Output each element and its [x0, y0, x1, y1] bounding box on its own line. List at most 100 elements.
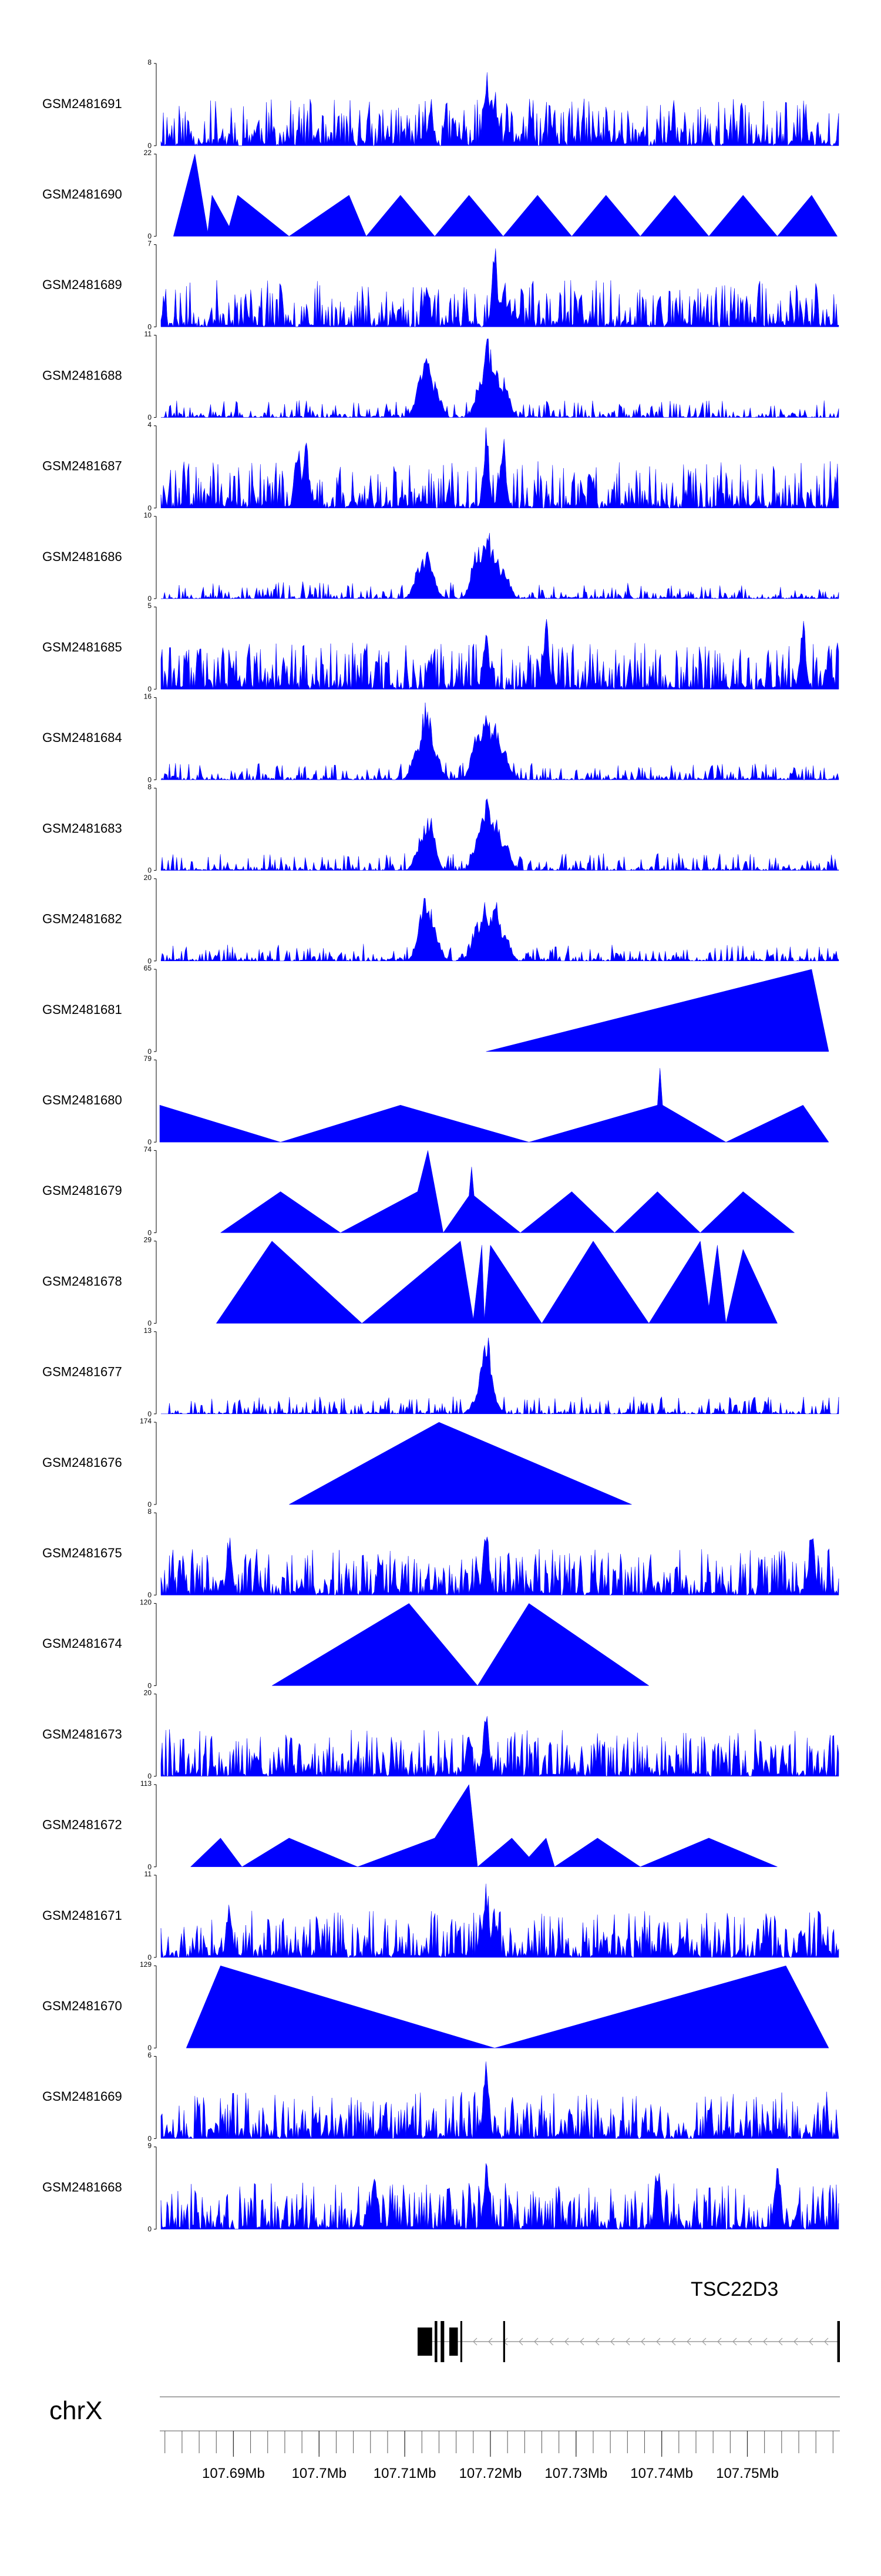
y-min-label: 0: [147, 775, 152, 784]
coverage-area: [486, 969, 829, 1052]
y-min-label: 0: [147, 957, 152, 965]
strand-arrow: [595, 2337, 600, 2346]
coverage-area: [161, 1338, 839, 1415]
track-label: GSM2481671: [42, 1908, 122, 1923]
y-min-label: 0: [147, 1138, 152, 1146]
coverage-area: [220, 1150, 795, 1234]
strand-arrow: [732, 2337, 737, 2346]
track-GSM2481677: GSM2481677 13 0: [42, 1326, 839, 1418]
y-min-label: 0: [147, 1228, 152, 1237]
track-label: GSM2481673: [42, 1727, 122, 1741]
track-label: GSM2481685: [42, 640, 122, 654]
y-max-label: 8: [147, 783, 152, 791]
coverage-area: [216, 1240, 778, 1324]
y-max-label: 20: [144, 1689, 152, 1697]
strand-arrow: [809, 2337, 813, 2346]
strand-arrow: [671, 2337, 676, 2346]
gene-exon: [417, 2328, 432, 2356]
track-label: GSM2481674: [42, 1636, 122, 1651]
track-GSM2481674: GSM2481674 120 0: [42, 1598, 650, 1690]
x-tick-label: 107.7Mb: [292, 2466, 347, 2481]
coverage-area: [160, 427, 839, 509]
track-GSM2481687: GSM2481687 4 0: [42, 421, 839, 512]
y-min-label: 0: [147, 323, 152, 331]
x-tick-label: 107.71Mb: [374, 2466, 436, 2481]
y-max-label: 174: [140, 1417, 152, 1425]
y-max-label: 7: [147, 239, 152, 247]
track-label: GSM2481670: [42, 1999, 122, 2013]
track-GSM2481673: GSM2481673 20 0: [42, 1689, 839, 1781]
x-tick-label: 107.72Mb: [459, 2466, 522, 2481]
y-min-label: 0: [147, 1953, 152, 1962]
track-GSM2481678: GSM2481678 29 0: [42, 1236, 778, 1328]
coverage-area: [190, 1784, 778, 1868]
track-GSM2481669: GSM2481669 6 0: [42, 2051, 839, 2142]
y-min-label: 0: [147, 685, 152, 693]
gene-exon: [449, 2328, 458, 2356]
coverage-area: [289, 1422, 632, 1505]
track-label: GSM2481684: [42, 730, 122, 745]
y-max-label: 8: [147, 58, 152, 66]
y-max-label: 29: [144, 1236, 152, 1244]
strand-arrow: [763, 2337, 768, 2346]
y-min-label: 0: [147, 1681, 152, 1690]
strand-arrow: [549, 2337, 554, 2346]
y-max-label: 65: [144, 964, 152, 972]
gene-exon-edge: [503, 2321, 505, 2362]
y-max-label: 6: [147, 2051, 152, 2059]
y-max-label: 79: [144, 1054, 152, 1063]
strand-arrow: [748, 2337, 752, 2346]
x-tick-label: 107.69Mb: [202, 2466, 265, 2481]
y-max-label: 74: [144, 1145, 152, 1153]
y-min-label: 0: [147, 232, 152, 240]
y-min-label: 0: [147, 1591, 152, 1599]
y-min-label: 0: [147, 595, 152, 603]
coverage-area: [159, 1068, 829, 1143]
track-GSM2481684: GSM2481684 16 0: [42, 692, 839, 784]
gene-exon-edge: [435, 2321, 438, 2362]
coverage-area: [160, 1536, 839, 1596]
gene-track: TSC22D3: [417, 2278, 840, 2362]
track-label: GSM2481691: [42, 96, 122, 111]
track-GSM2481676: GSM2481676 174 0: [42, 1417, 632, 1509]
coverage-area: [173, 154, 838, 237]
track-GSM2481690: GSM2481690 22 0: [42, 149, 838, 240]
y-max-label: 11: [144, 1870, 152, 1878]
genome-axis: 107.69Mb 107.7Mb 107.71Mb 107.72Mb 107.73Mb 1…: [160, 2430, 840, 2481]
strand-arrow: [519, 2337, 523, 2346]
y-min-label: 0: [147, 866, 152, 875]
track-label: GSM2481681: [42, 1002, 122, 1017]
tracks-layer: GSM248169180GSM2481690220GSM248168970GSM…: [42, 58, 839, 2234]
strand-arrow: [687, 2337, 691, 2346]
track-GSM2481672: GSM2481672 113 0: [42, 1779, 778, 1871]
y-max-label: 129: [140, 1960, 152, 1969]
track-label: GSM2481690: [42, 187, 122, 201]
strand-arrow: [488, 2337, 493, 2346]
strand-arrow: [824, 2337, 829, 2346]
track-GSM2481680: GSM2481680 79 0: [42, 1054, 829, 1146]
track-label: GSM2481687: [42, 459, 122, 473]
y-max-label: 13: [144, 1326, 152, 1335]
y-max-label: 8: [147, 1507, 152, 1516]
coverage-area: [161, 533, 839, 599]
coverage-area: [160, 898, 839, 962]
coverage-area: [160, 2061, 839, 2140]
track-label: GSM2481678: [42, 1274, 122, 1288]
y-max-label: 16: [144, 692, 152, 700]
track-label: GSM2481683: [42, 821, 122, 835]
track-GSM2481679: GSM2481679 74 0: [42, 1145, 795, 1237]
track-label: GSM2481668: [42, 2179, 122, 2194]
chromosome-label: chrX: [49, 2396, 102, 2425]
strand-arrow: [641, 2337, 645, 2346]
strand-arrow: [626, 2337, 630, 2346]
track-label: GSM2481680: [42, 1093, 122, 1107]
coverage-area: [160, 1883, 839, 1958]
track-GSM2481682: GSM2481682 20 0: [42, 874, 839, 965]
x-tick-label: 107.75Mb: [716, 2466, 779, 2481]
coverage-area: [161, 338, 839, 418]
x-tick-label: 107.74Mb: [630, 2466, 693, 2481]
track-label: GSM2481672: [42, 1818, 122, 1832]
coverage-area: [160, 72, 839, 146]
strand-arrow: [473, 2337, 478, 2346]
